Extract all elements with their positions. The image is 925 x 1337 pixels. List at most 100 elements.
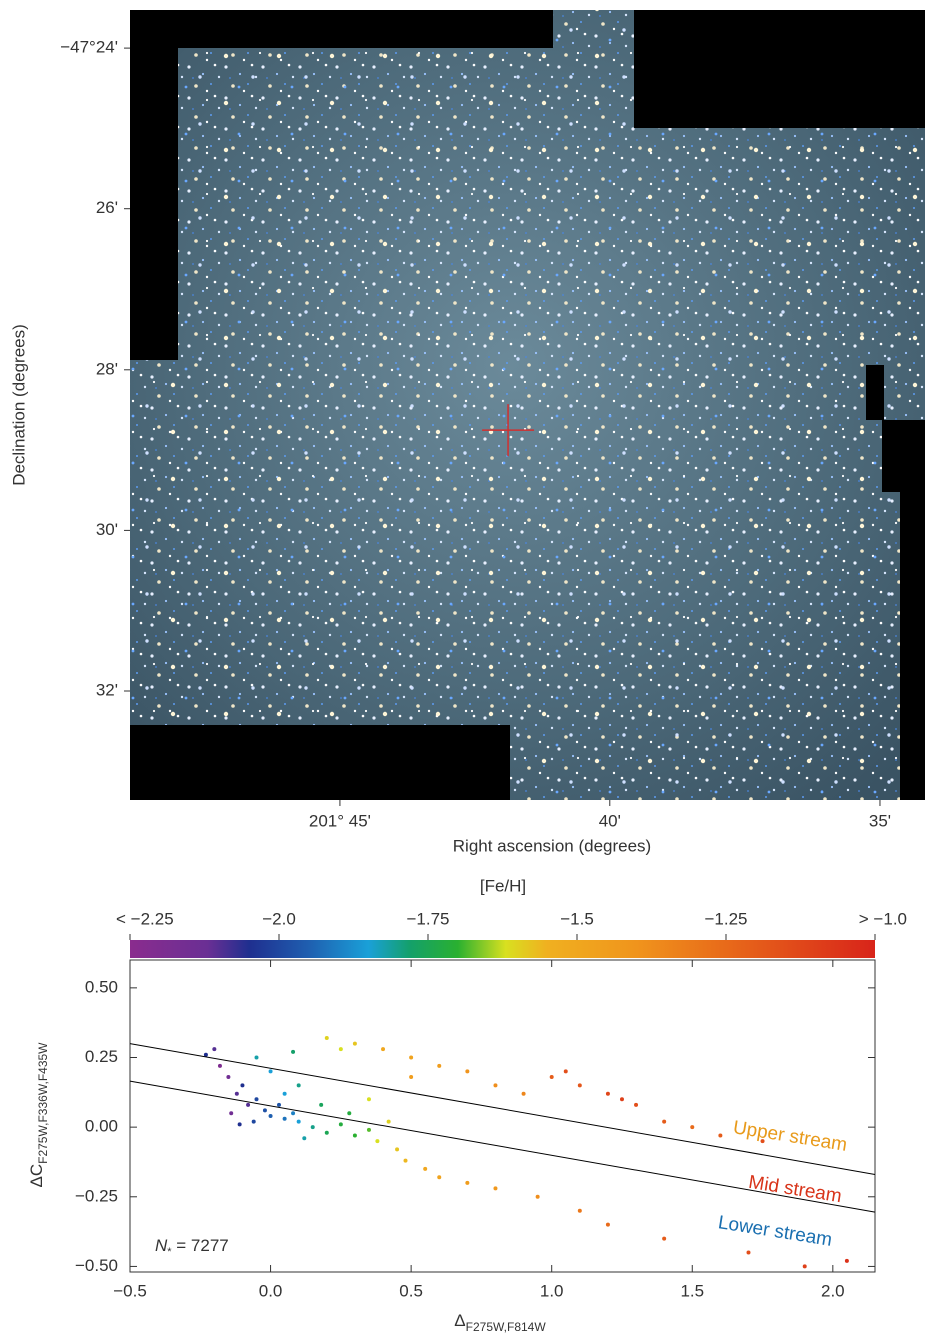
star-texture — [130, 10, 925, 800]
data-point — [522, 1092, 526, 1096]
data-point — [291, 1111, 295, 1115]
data-point — [283, 1092, 287, 1096]
count-symbol: N — [155, 1236, 168, 1255]
data-point — [718, 1134, 722, 1138]
colorbar-tick-label: −1.25 — [704, 909, 747, 928]
y-tick-label: 0.50 — [85, 977, 118, 996]
y-axis-label-main: ΔC — [27, 1164, 46, 1188]
data-point — [578, 1209, 582, 1213]
y-tick-label: −0.50 — [75, 1256, 118, 1275]
x-tick-label: 40' — [599, 811, 621, 830]
data-point — [423, 1167, 427, 1171]
data-point — [803, 1264, 807, 1268]
data-point — [367, 1128, 371, 1132]
x-tick-label: 2.0 — [821, 1281, 845, 1300]
data-point — [493, 1083, 497, 1087]
data-point — [311, 1125, 315, 1129]
y-tick-label: 0.25 — [85, 1047, 118, 1066]
mask — [130, 10, 178, 360]
data-point — [291, 1050, 295, 1054]
x-axis-label-main: Δ — [454, 1311, 465, 1330]
colorbar-tick-label: < −2.25 — [116, 909, 174, 928]
data-point — [606, 1223, 610, 1227]
colorbar — [130, 940, 875, 958]
data-point — [238, 1122, 242, 1126]
data-point — [409, 1075, 413, 1079]
data-point — [465, 1069, 469, 1073]
x-tick-label: 35' — [869, 811, 891, 830]
data-point — [302, 1136, 306, 1140]
data-point — [255, 1056, 259, 1060]
y-axis-label: Declination (degrees) — [9, 324, 28, 486]
data-point — [381, 1047, 385, 1051]
data-point — [409, 1056, 413, 1060]
data-point — [606, 1092, 610, 1096]
data-point — [746, 1251, 750, 1255]
data-point — [255, 1097, 259, 1101]
x-tick-label: 0.0 — [259, 1281, 283, 1300]
y-tick-label: 28' — [96, 359, 118, 378]
x-axis-label: Right ascension (degrees) — [453, 836, 651, 855]
data-point — [204, 1053, 208, 1057]
data-point — [690, 1125, 694, 1129]
data-point — [620, 1097, 624, 1101]
data-point — [347, 1111, 351, 1115]
x-axis-label: ΔF275W,F814W — [454, 1311, 546, 1334]
count-label: N* = 7277 — [155, 1236, 229, 1257]
data-point — [229, 1111, 233, 1115]
colorbar-tick-label: −2.0 — [262, 909, 296, 928]
data-point — [493, 1186, 497, 1190]
data-point — [269, 1114, 273, 1118]
colorbar-label: [Fe/H] — [480, 876, 526, 895]
data-point — [404, 1159, 408, 1163]
colorbar-tick-label: −1.75 — [406, 909, 449, 928]
data-point — [578, 1083, 582, 1087]
y-tick-label: 0.00 — [85, 1117, 118, 1136]
data-point — [212, 1047, 216, 1051]
data-point — [367, 1097, 371, 1101]
mask — [866, 365, 884, 420]
data-point — [235, 1092, 239, 1096]
data-point — [218, 1064, 222, 1068]
data-point — [662, 1237, 666, 1241]
y-tick-label: 26' — [96, 198, 118, 217]
count-value: = 7277 — [172, 1236, 229, 1255]
y-axis-label-sub: F275W,F336W,F435W — [36, 1042, 50, 1164]
data-point — [387, 1120, 391, 1124]
y-tick-label: 30' — [96, 520, 118, 539]
data-point — [353, 1134, 357, 1138]
colorbar-tick-label: −1.5 — [560, 909, 594, 928]
y-axis-label: ΔCF275W,F336W,F435W — [27, 1042, 50, 1188]
data-point — [437, 1064, 441, 1068]
data-point — [353, 1042, 357, 1046]
y-tick-label: 32' — [96, 680, 118, 699]
data-point — [564, 1069, 568, 1073]
data-point — [536, 1195, 540, 1199]
x-tick-label: 0.5 — [399, 1281, 423, 1300]
data-point — [325, 1131, 329, 1135]
data-point — [263, 1108, 267, 1112]
data-point — [277, 1103, 281, 1107]
mask — [130, 725, 510, 800]
data-point — [297, 1120, 301, 1124]
data-point — [297, 1083, 301, 1087]
data-point — [634, 1103, 638, 1107]
data-point — [246, 1103, 250, 1107]
colorbar-tick-label: > −1.0 — [859, 909, 907, 928]
data-point — [550, 1075, 554, 1079]
data-point — [283, 1117, 287, 1121]
data-point — [339, 1047, 343, 1051]
scatter-chart: [Fe/H] < −2.25 −2.0 −1.75 −1.5 −1.25 > −1.0 −0… — [27, 876, 907, 1334]
data-point — [319, 1103, 323, 1107]
data-point — [465, 1181, 469, 1185]
mask — [130, 10, 553, 48]
x-tick-label: 1.0 — [540, 1281, 564, 1300]
x-tick-label: −0.5 — [113, 1281, 147, 1300]
data-point — [375, 1139, 379, 1143]
mask — [900, 420, 925, 800]
mask — [634, 10, 925, 128]
data-point — [395, 1147, 399, 1151]
x-tick-label: 1.5 — [680, 1281, 704, 1300]
data-point — [437, 1175, 441, 1179]
